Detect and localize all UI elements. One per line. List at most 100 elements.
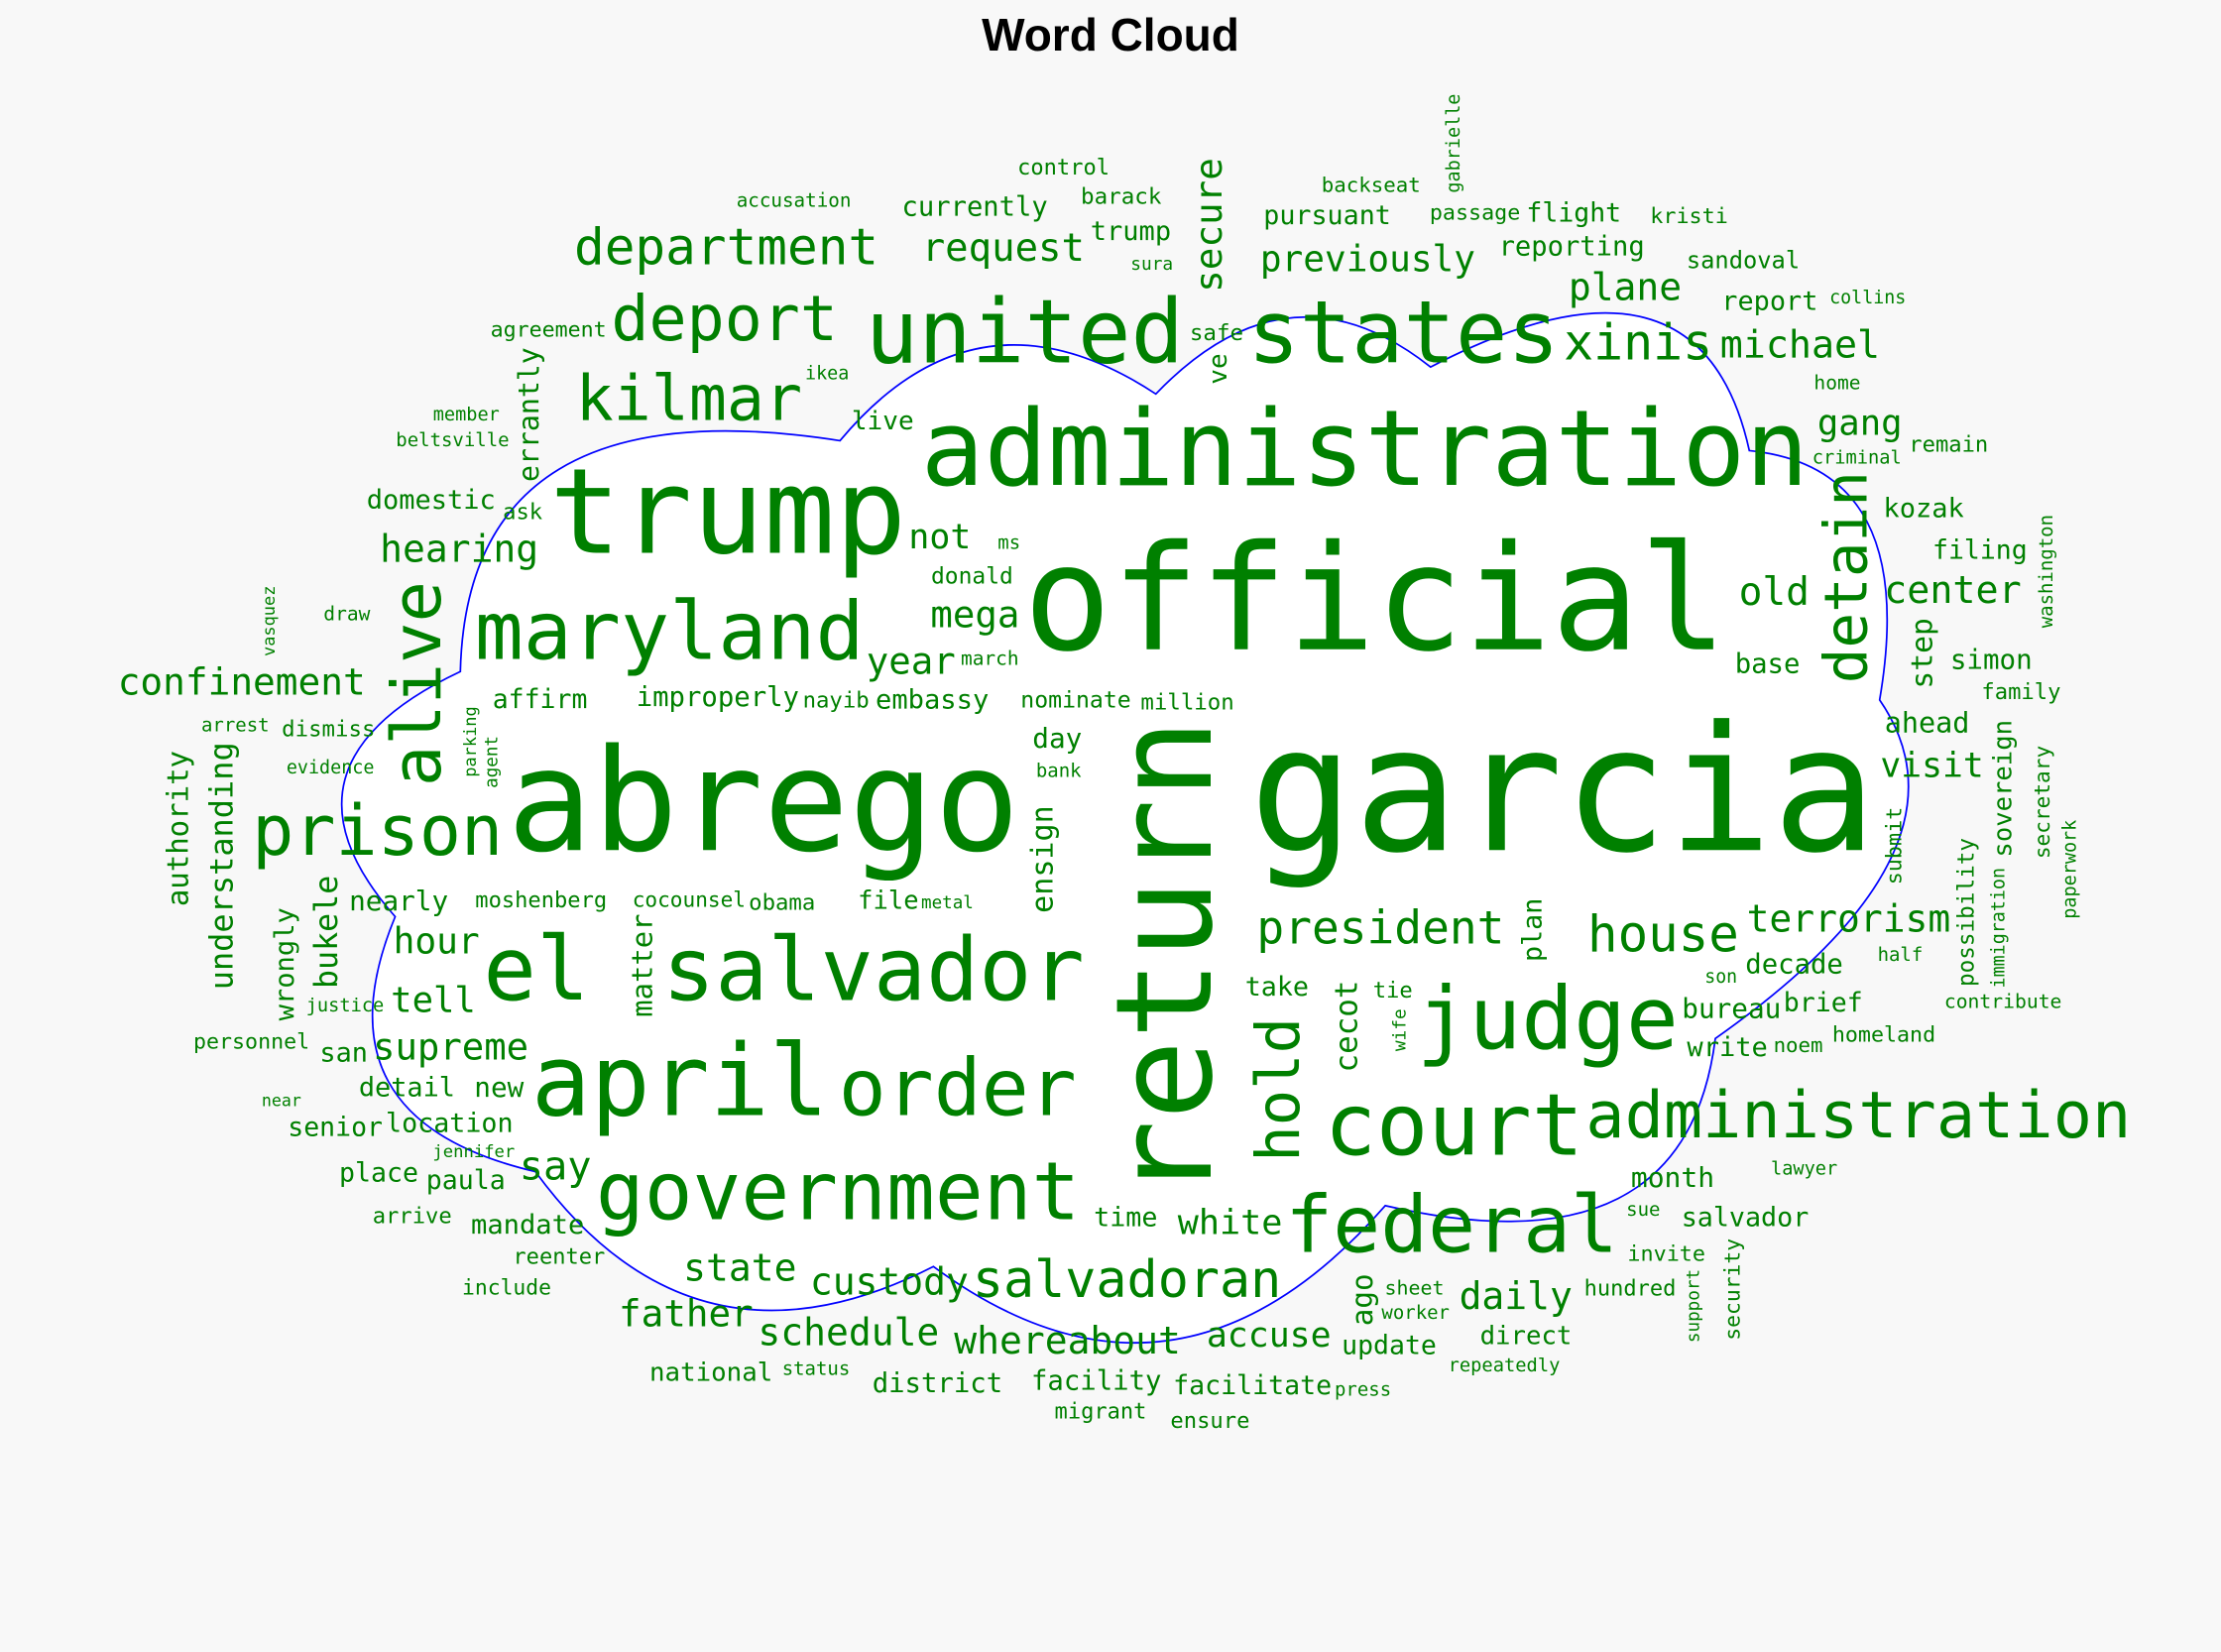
- word-update: update: [1342, 1330, 1437, 1360]
- word-april: april: [531, 1022, 829, 1138]
- word-confinement: confinement: [118, 660, 366, 704]
- word-evidence: evidence: [287, 758, 375, 778]
- word-federal: federal: [1285, 1179, 1618, 1271]
- word-plane: plane: [1569, 265, 1682, 308]
- word-plan: plan: [1518, 898, 1549, 962]
- word-maryland: maryland: [475, 584, 865, 678]
- word-pursuant: pursuant: [1263, 200, 1391, 231]
- word-obama: obama: [749, 889, 815, 915]
- word-paperwork: paperwork: [2059, 820, 2080, 919]
- word-vasquez: vasquez: [259, 586, 279, 656]
- word-sheet: sheet: [1385, 1276, 1445, 1299]
- word-secure: secure: [1187, 158, 1230, 293]
- word-million: million: [1140, 689, 1233, 715]
- word-bureau: bureau: [1682, 993, 1781, 1025]
- word-accusation: accusation: [737, 188, 852, 211]
- word-detain: detain: [1812, 471, 1881, 683]
- word-states: states: [1247, 283, 1559, 384]
- word-authority: authority: [162, 751, 195, 906]
- word-family: family: [1981, 679, 2060, 705]
- word-michael: michael: [1720, 323, 1880, 368]
- word-gabrielle: gabrielle: [1444, 94, 1464, 193]
- word-hour: hour: [394, 920, 480, 963]
- word-previously: previously: [1260, 239, 1475, 281]
- word-new: new: [474, 1071, 524, 1104]
- word-order: order: [839, 1041, 1077, 1133]
- word-administration: administration: [1585, 1078, 2131, 1153]
- word-invite: invite: [1627, 1241, 1705, 1266]
- word-location: location: [386, 1108, 514, 1138]
- word-detail: detail: [359, 1073, 455, 1104]
- word-tie: tie: [1373, 978, 1413, 1003]
- word-march: march: [961, 647, 1019, 669]
- word-security: security: [1720, 1239, 1745, 1341]
- word-understanding: understanding: [202, 742, 240, 990]
- word-nominate: nominate: [1020, 687, 1130, 713]
- word-nearly: nearly: [349, 885, 448, 917]
- word-official: official: [1023, 514, 1727, 684]
- word-senior: senior: [288, 1113, 383, 1143]
- word-ensure: ensure: [1170, 1408, 1249, 1434]
- word-request: request: [922, 226, 1085, 271]
- word-old: old: [1739, 569, 1810, 615]
- word-administration: administration: [921, 388, 1810, 511]
- word-department: department: [574, 218, 878, 277]
- word-sandoval: sandoval: [1687, 246, 1800, 274]
- word-wrongly: wrongly: [270, 907, 300, 1020]
- word-kristi: kristi: [1650, 204, 1728, 229]
- word-day: day: [1032, 722, 1082, 755]
- word-matter: matter: [625, 913, 658, 1016]
- word-terrorism: terrorism: [1747, 897, 1951, 941]
- word-arrest: arrest: [201, 714, 270, 736]
- word-say: say: [520, 1142, 592, 1189]
- word-white: white: [1178, 1203, 1283, 1243]
- word-safe: safe: [1190, 320, 1243, 346]
- word-personnel: personnel: [193, 1030, 309, 1055]
- word-state: state: [683, 1246, 796, 1290]
- word-write: write: [1687, 1032, 1767, 1063]
- word-sura: sura: [1130, 254, 1173, 275]
- word-moshenberg: moshenberg: [475, 888, 607, 913]
- word-nayib: nayib: [803, 688, 870, 714]
- word-agreement: agreement: [491, 317, 607, 342]
- word-draw: draw: [323, 603, 370, 626]
- word-metal: metal: [921, 893, 974, 913]
- word-flight: flight: [1526, 198, 1621, 229]
- word-not: not: [908, 518, 971, 557]
- word-submit: submit: [1883, 807, 1908, 885]
- word-remain: remain: [1909, 432, 1988, 458]
- word-district: district: [873, 1368, 1002, 1399]
- word-tell: tell: [391, 980, 476, 1020]
- word-hearing: hearing: [380, 528, 538, 571]
- word-criminal: criminal: [1812, 448, 1902, 469]
- word-half: half: [1878, 944, 1924, 966]
- word-decade: decade: [1745, 950, 1843, 981]
- word-ms: ms: [997, 532, 1020, 554]
- word-barack: barack: [1081, 183, 1162, 209]
- word-facilitate: facilitate: [1173, 1370, 1332, 1401]
- word-court: court: [1325, 1075, 1583, 1175]
- word-jennifer: jennifer: [432, 1142, 515, 1162]
- word-currently: currently: [902, 191, 1048, 222]
- word-place: place: [339, 1157, 418, 1188]
- word-justice: justice: [306, 996, 385, 1016]
- word-visit: visit: [1880, 746, 1983, 785]
- chart-title: Word Cloud: [982, 9, 1239, 60]
- word-press: press: [1335, 1378, 1391, 1400]
- word-brief: brief: [1784, 988, 1863, 1018]
- word-parking: parking: [460, 706, 480, 776]
- word-sue: sue: [1626, 1199, 1660, 1221]
- word-home: home: [1813, 371, 1860, 394]
- word-hold: hold: [1244, 1017, 1314, 1162]
- word-supreme: supreme: [373, 1025, 528, 1069]
- word-prison: prison: [252, 790, 503, 872]
- word-collins: collins: [1829, 288, 1906, 308]
- word-filing: filing: [1932, 535, 2028, 566]
- word-kozak: kozak: [1883, 494, 1963, 525]
- word-bank: bank: [1036, 761, 1082, 782]
- word-government: government: [596, 1145, 1081, 1239]
- word-wife: wife: [1390, 1008, 1411, 1051]
- word-affirm: affirm: [493, 684, 588, 715]
- word-include: include: [462, 1275, 551, 1300]
